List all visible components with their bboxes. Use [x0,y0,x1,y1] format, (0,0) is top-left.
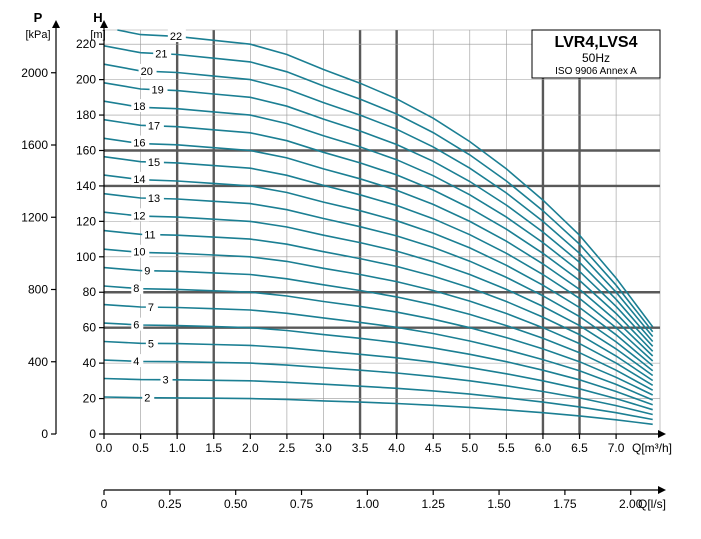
curve-label-6: 6 [133,320,139,332]
svg-text:400: 400 [28,355,48,369]
svg-text:0.25: 0.25 [158,497,182,511]
svg-text:160: 160 [76,143,96,157]
svg-text:80: 80 [83,285,97,299]
svg-text:200: 200 [76,73,96,87]
title-line3: ISO 9906 Annex A [555,66,637,77]
x-unit-m3h: Q[m³/h] [632,441,672,455]
svg-text:1600: 1600 [21,138,48,152]
y-head-unit: [m] [90,29,105,41]
svg-text:3.0: 3.0 [315,441,332,455]
svg-text:3.5: 3.5 [352,441,369,455]
curve-label-22: 22 [170,31,182,43]
svg-text:2000: 2000 [21,66,48,80]
svg-text:1.75: 1.75 [553,497,577,511]
pump-curve-chart: 23456789101112131415161718192021220.00.5… [0,0,701,539]
curve-label-20: 20 [141,66,153,78]
title-line1: LVR4,LVS4 [555,34,638,51]
curve-label-21: 21 [155,48,167,60]
svg-text:1200: 1200 [21,210,48,224]
curve-label-9: 9 [144,266,150,278]
svg-text:100: 100 [76,250,96,264]
curve-label-2: 2 [144,393,150,405]
svg-text:20: 20 [83,392,97,406]
svg-text:5.5: 5.5 [498,441,515,455]
svg-text:40: 40 [83,356,97,370]
x-unit-ls: Q[l/s] [638,497,666,511]
y-pressure-unit: [kPa] [25,29,50,41]
y-head-title: H [93,10,102,25]
svg-text:1.00: 1.00 [356,497,380,511]
svg-text:0.50: 0.50 [224,497,248,511]
svg-text:4.5: 4.5 [425,441,442,455]
curve-label-8: 8 [133,283,139,295]
svg-text:0: 0 [101,497,108,511]
svg-text:0.0: 0.0 [96,441,113,455]
svg-text:0: 0 [41,427,48,441]
svg-text:1.0: 1.0 [169,441,186,455]
curve-label-10: 10 [133,247,145,259]
curve-label-14: 14 [133,174,145,186]
svg-text:1.5: 1.5 [205,441,222,455]
curve-label-15: 15 [148,157,160,169]
svg-text:120: 120 [76,214,96,228]
title-box: LVR4,LVS450HzISO 9906 Annex A [532,30,660,78]
svg-text:2.0: 2.0 [242,441,259,455]
svg-text:0: 0 [89,427,96,441]
curve-label-18: 18 [133,101,145,113]
curve-label-19: 19 [152,84,164,96]
curve-label-4: 4 [133,356,139,368]
curve-label-13: 13 [148,193,160,205]
curve-label-12: 12 [133,210,145,222]
svg-text:140: 140 [76,179,96,193]
svg-text:0.5: 0.5 [132,441,149,455]
svg-text:5.0: 5.0 [461,441,478,455]
svg-text:4.0: 4.0 [388,441,405,455]
title-line2: 50Hz [582,51,610,65]
curve-label-3: 3 [163,375,169,387]
svg-text:1.25: 1.25 [422,497,446,511]
svg-text:6.0: 6.0 [535,441,552,455]
svg-text:2.5: 2.5 [279,441,296,455]
curve-label-5: 5 [148,338,154,350]
curve-label-11: 11 [144,229,155,241]
svg-text:7.0: 7.0 [608,441,625,455]
svg-text:0.75: 0.75 [290,497,314,511]
curve-label-7: 7 [148,302,154,314]
svg-text:60: 60 [83,321,97,335]
svg-text:6.5: 6.5 [571,441,588,455]
curve-label-16: 16 [133,138,145,150]
svg-text:800: 800 [28,283,48,297]
svg-text:1.50: 1.50 [487,497,511,511]
y-pressure-title: P [34,10,43,25]
curve-label-17: 17 [148,121,160,133]
svg-text:180: 180 [76,108,96,122]
